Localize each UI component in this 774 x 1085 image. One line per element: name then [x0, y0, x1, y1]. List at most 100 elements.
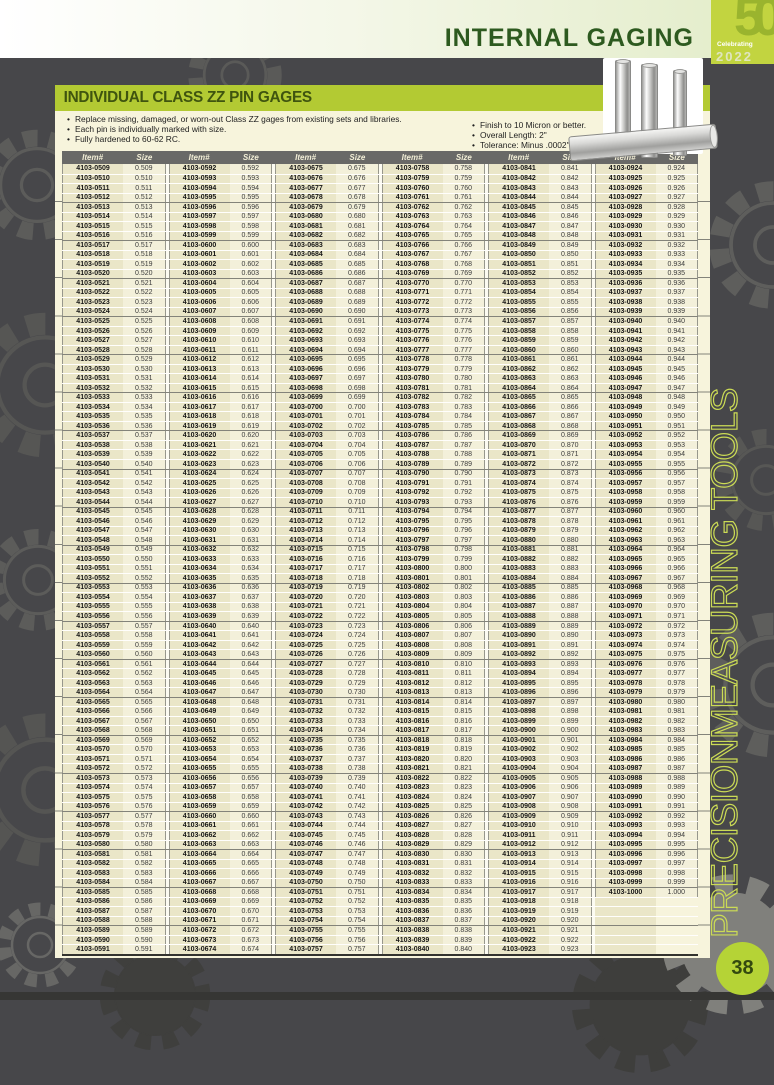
column-gutter: [591, 536, 595, 545]
size-cell: 0.578: [123, 821, 166, 831]
size-cell: 0.857: [549, 317, 592, 326]
header-size-cell: Size: [455, 153, 472, 162]
column-gutter: [485, 507, 488, 517]
column-gutter: [378, 479, 382, 488]
column-gutter: [591, 831, 595, 840]
column-gutter: [591, 735, 595, 745]
column-gutter: [272, 545, 275, 555]
item-cell: 4103-0642: [168, 640, 230, 650]
column-gutter: [378, 193, 382, 203]
size-cell: 0.681: [336, 222, 379, 231]
pin-gages-photo: [568, 58, 718, 162]
item-cell: 4103-0949: [594, 402, 656, 412]
size-cell: 0.617: [229, 402, 272, 412]
column-gutter: [272, 498, 275, 507]
item-cell: 4103-0888: [488, 612, 550, 621]
size-cell: 0.626: [229, 488, 272, 498]
item-cell: 4103-0928: [594, 203, 656, 212]
size-cell: 0.867: [549, 412, 592, 421]
column-gutter: [591, 916, 595, 926]
item-cell: 4103-0663: [168, 840, 230, 850]
column-gutter: [485, 421, 488, 431]
column-gutter: [272, 716, 275, 726]
column-gutter: [378, 498, 382, 507]
item-cell: 4103-0751: [275, 888, 337, 897]
column-gutter: [272, 393, 275, 402]
size-cell: 0.947: [655, 383, 698, 393]
item-cell: 4103-0861: [488, 355, 550, 364]
column-gutter: [485, 688, 488, 697]
item-cell: 4103-0945: [594, 364, 656, 374]
size-cell: 0.940: [655, 317, 698, 326]
item-cell: 4103-0688: [275, 288, 337, 298]
item-cell: 4103-0549: [62, 545, 124, 555]
item-cell: 4103-0818: [381, 735, 443, 745]
size-cell: 0.523: [123, 298, 166, 307]
table-row: 4103-0542 0.542 4103-0625 0.625 4103-0708 0.7…: [62, 478, 698, 488]
size-cell: 0.932: [655, 241, 698, 250]
item-cell: 4103-0986: [594, 754, 656, 764]
column-gutter: [272, 459, 275, 469]
item-cell: 4103-0767: [381, 250, 443, 260]
item-cell: 4103-0696: [275, 364, 337, 374]
item-cell: 4103-0800: [381, 564, 443, 574]
size-cell: 0.753: [336, 907, 379, 916]
item-cell: 4103-0601: [168, 250, 230, 260]
item-cell: 4103-0565: [62, 697, 124, 707]
size-cell: 0.545: [123, 507, 166, 517]
size-cell: 0.682: [336, 231, 379, 241]
column-gutter: [591, 260, 595, 269]
item-cell: 4103-0948: [594, 393, 656, 402]
item-cell: 4103-0794: [381, 507, 443, 517]
table-row: 4103-0537 0.537 4103-0620 0.620 4103-0703 0.7…: [62, 430, 698, 440]
column-gutter: [378, 878, 382, 888]
item-cell: 4103-0535: [62, 412, 124, 421]
column-gutter: [165, 498, 169, 507]
column-gutter: [165, 869, 169, 878]
item-cell: 4103-0779: [381, 364, 443, 374]
item-cell: 4103-0740: [275, 783, 337, 793]
item-cell: 4103-0564: [62, 688, 124, 697]
item-cell: 4103-0773: [381, 307, 443, 317]
item-cell: 4103-0899: [488, 716, 550, 726]
size-cell: 0.704: [336, 440, 379, 450]
column-gutter: [591, 402, 595, 412]
column-gutter: [272, 678, 275, 688]
size-cell: 0.767: [442, 250, 485, 260]
size-cell: 0.924: [655, 164, 698, 174]
size-cell: 0.819: [442, 745, 485, 754]
item-cell: 4103-0843: [488, 184, 550, 193]
column-gutter: [485, 355, 488, 364]
column-gutter: [165, 298, 169, 307]
size-cell: 0.695: [336, 355, 379, 364]
item-cell: 4103-0661: [168, 821, 230, 831]
size-cell: 0.882: [549, 555, 592, 564]
column-gutter: [591, 421, 595, 431]
size-cell: 0.735: [336, 735, 379, 745]
size-cell: 0.919: [549, 907, 592, 916]
item-cell: 4103-0850: [488, 250, 550, 260]
column-gutter: [378, 517, 382, 526]
item-cell: 4103-0600: [168, 241, 230, 250]
size-cell: 0.805: [442, 612, 485, 621]
column-gutter: [272, 859, 275, 869]
size-cell: 0.624: [229, 469, 272, 479]
table-row: 4103-0551 0.551 4103-0634 0.634 4103-0717 0.7…: [62, 563, 698, 574]
item-cell: 4103-0721: [275, 602, 337, 612]
column-gutter: [591, 583, 595, 593]
size-cell: 0.797: [442, 536, 485, 545]
item-cell: 4103-0977: [594, 669, 656, 678]
column-gutter: [165, 659, 169, 669]
item-cell: 4103-0774: [381, 317, 443, 326]
column-gutter: [272, 869, 275, 878]
size-cell: 0.825: [442, 802, 485, 812]
column-gutter: [485, 916, 488, 926]
column-gutter: [165, 517, 169, 526]
size-cell: 0.856: [549, 307, 592, 317]
item-cell: 4103-0756: [275, 935, 337, 945]
size-cell: 0.553: [123, 583, 166, 593]
size-cell: 0.697: [336, 374, 379, 383]
size-cell: 0.581: [123, 850, 166, 859]
size-cell: 0.711: [336, 507, 379, 517]
item-cell: 4103-0732: [275, 707, 337, 716]
